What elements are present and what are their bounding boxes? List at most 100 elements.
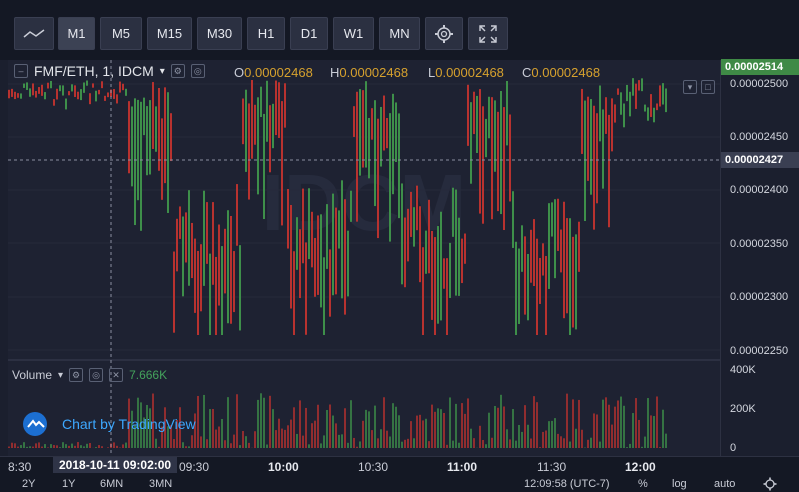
candle bbox=[635, 83, 637, 109]
candle bbox=[485, 118, 487, 158]
volume-bar bbox=[635, 398, 637, 448]
volume-bar bbox=[479, 425, 481, 448]
volume-bar bbox=[266, 444, 268, 448]
time-label: 10:30 bbox=[358, 460, 389, 474]
volume-bar bbox=[593, 413, 595, 448]
volume-bar bbox=[371, 430, 373, 448]
volume-bar bbox=[425, 418, 427, 448]
volume-bar bbox=[32, 446, 34, 448]
price-axis[interactable] bbox=[720, 60, 799, 456]
volume-legend[interactable]: Volume ▾ ⚙ ◎ ✕ 7.666K bbox=[12, 368, 167, 382]
collapse-icon[interactable]: – bbox=[14, 64, 28, 78]
candle bbox=[395, 102, 397, 162]
range-3mn-button[interactable]: 3MN bbox=[149, 478, 173, 490]
time-axis[interactable] bbox=[0, 456, 799, 475]
price-label: 0.00002500 bbox=[730, 78, 789, 90]
hide-icon[interactable]: ◎ bbox=[190, 64, 205, 78]
volume-bar bbox=[254, 431, 256, 448]
hide-icon[interactable]: ◎ bbox=[89, 368, 104, 382]
interval-m15-button[interactable]: M15 bbox=[147, 17, 192, 50]
settings-icon[interactable]: ⚙ bbox=[170, 64, 185, 78]
volume-bar bbox=[461, 403, 463, 448]
volume-bar bbox=[374, 405, 376, 448]
candle bbox=[476, 95, 478, 154]
volume-bar bbox=[446, 444, 448, 448]
candle bbox=[221, 246, 223, 335]
interval-d1-button[interactable]: D1 bbox=[290, 17, 328, 50]
volume-bar bbox=[413, 438, 415, 448]
move-down-icon[interactable]: ▾ bbox=[683, 80, 697, 94]
candle bbox=[197, 250, 199, 335]
candle bbox=[71, 84, 73, 92]
candle bbox=[380, 106, 382, 167]
auto-toggle[interactable]: auto bbox=[714, 478, 736, 490]
interval-label: MN bbox=[389, 26, 410, 41]
interval-m1-button[interactable]: M1 bbox=[58, 17, 95, 50]
candle bbox=[161, 118, 163, 200]
candle bbox=[443, 258, 445, 289]
dropdown-icon[interactable]: ▾ bbox=[58, 369, 64, 381]
range-1y-button[interactable]: 1Y bbox=[62, 478, 76, 490]
volume-bar bbox=[608, 404, 610, 448]
candle bbox=[284, 83, 286, 128]
volume-bar bbox=[638, 419, 640, 448]
candle bbox=[290, 204, 292, 309]
line-chart-button[interactable] bbox=[14, 17, 54, 50]
volume-bar bbox=[158, 446, 160, 448]
settings-icon[interactable]: ⚙ bbox=[69, 368, 84, 382]
volume-bar bbox=[68, 445, 70, 448]
candle bbox=[137, 99, 139, 201]
volume-bar bbox=[224, 440, 226, 448]
range-6mn-button[interactable]: 6MN bbox=[100, 478, 124, 490]
candle bbox=[251, 80, 253, 159]
candle bbox=[641, 78, 643, 92]
candle bbox=[353, 106, 355, 137]
settings-button[interactable] bbox=[425, 17, 463, 50]
candlestick-chart[interactable]: IDCM bbox=[8, 60, 720, 456]
volume-value: 7.666K bbox=[129, 368, 168, 382]
volume-bar bbox=[521, 431, 523, 448]
volume-bar bbox=[470, 428, 472, 448]
log-toggle[interactable]: log bbox=[672, 478, 687, 490]
volume-bar bbox=[401, 441, 403, 448]
volume-bar bbox=[443, 412, 445, 448]
volume-bar bbox=[620, 396, 622, 448]
volume-bar bbox=[284, 429, 286, 448]
volume-bar bbox=[23, 442, 25, 448]
volume-bar bbox=[560, 436, 562, 448]
fullscreen-button[interactable] bbox=[468, 17, 508, 50]
interval-h1-button[interactable]: H1 bbox=[247, 17, 285, 50]
maximize-icon[interactable]: □ bbox=[701, 80, 715, 94]
candle bbox=[473, 91, 475, 135]
crosshair-price-tag: 0.00002427 bbox=[721, 152, 799, 168]
range-2y-button[interactable]: 2Y bbox=[22, 478, 36, 490]
candle bbox=[56, 88, 58, 100]
volume-bar bbox=[659, 447, 661, 448]
volume-bar bbox=[404, 439, 406, 448]
interval-m30-button[interactable]: M30 bbox=[197, 17, 242, 50]
interval-w1-button[interactable]: W1 bbox=[333, 17, 374, 50]
percent-toggle[interactable]: % bbox=[638, 478, 648, 490]
tradingview-branding[interactable]: Chart by TradingView bbox=[22, 411, 196, 437]
interval-m5-button[interactable]: M5 bbox=[100, 17, 142, 50]
volume-bar bbox=[197, 395, 199, 448]
ohlc-close: C0.00002468 bbox=[522, 65, 600, 80]
clock[interactable]: 12:09:58 (UTC-7) bbox=[524, 478, 610, 490]
volume-bar bbox=[233, 434, 235, 448]
dropdown-icon[interactable]: ▾ bbox=[159, 65, 165, 77]
candle bbox=[533, 219, 535, 287]
close-icon[interactable]: ✕ bbox=[109, 368, 124, 382]
volume-bar bbox=[548, 421, 550, 448]
candle bbox=[575, 234, 577, 330]
volume-bar bbox=[185, 446, 187, 448]
gear-icon[interactable] bbox=[763, 477, 777, 491]
candle bbox=[434, 237, 436, 335]
candle bbox=[320, 214, 322, 308]
fullscreen-icon bbox=[479, 24, 497, 43]
interval-mn-button[interactable]: MN bbox=[379, 17, 420, 50]
candle bbox=[116, 94, 118, 104]
volume-bar bbox=[176, 419, 178, 448]
volume-bar bbox=[218, 426, 220, 448]
volume-bar bbox=[362, 420, 364, 448]
symbol-legend[interactable]: – FMF/ETH, 1, IDCM ▾ ⚙ ◎ bbox=[14, 63, 205, 79]
